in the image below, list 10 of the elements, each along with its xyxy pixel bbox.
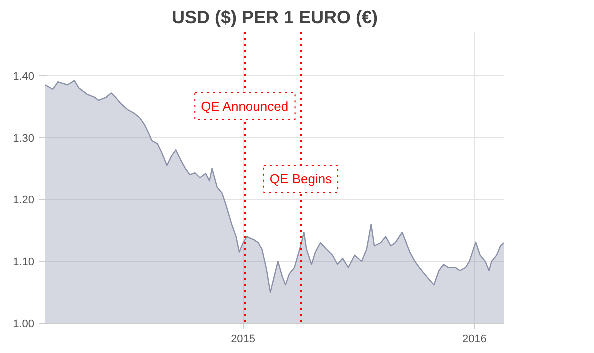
- ref-line-label: QE Announced: [201, 98, 289, 114]
- y-tick-label: 1.40: [13, 70, 35, 83]
- y-tick-label: 1.30: [13, 132, 35, 145]
- y-tick-label: 1.10: [13, 256, 35, 269]
- chart-title: USD ($) PER 1 EURO (€): [172, 8, 378, 28]
- ref-line-label: QE Begins: [270, 172, 333, 187]
- x-tick-label: 2015: [231, 334, 256, 346]
- x-tick-label: 2016: [462, 334, 487, 346]
- y-tick-label: 1.20: [13, 194, 35, 207]
- y-tick-label: 1.00: [13, 318, 35, 330]
